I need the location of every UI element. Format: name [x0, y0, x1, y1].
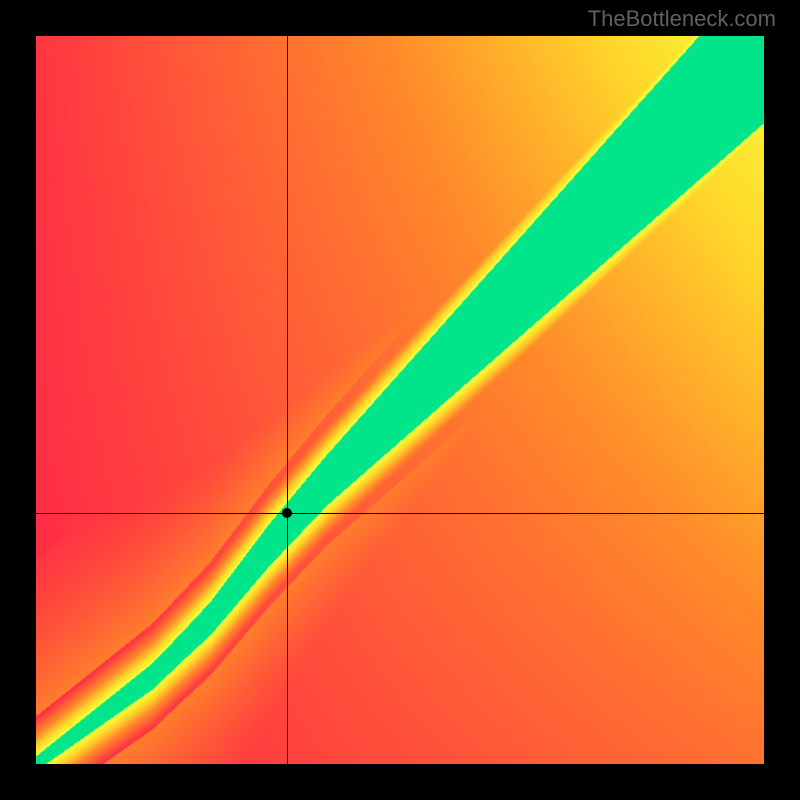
watermark-text: TheBottleneck.com [588, 6, 776, 32]
crosshair-horizontal [36, 513, 764, 514]
plot-area [36, 36, 764, 764]
crosshair-marker [282, 508, 292, 518]
crosshair-vertical [287, 36, 288, 764]
heatmap-canvas [36, 36, 764, 764]
